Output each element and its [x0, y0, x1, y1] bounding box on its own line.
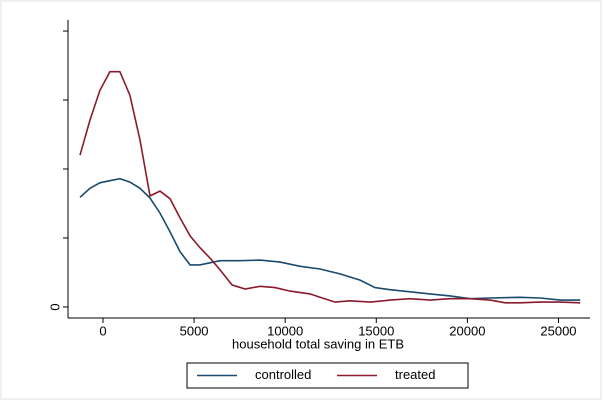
- x-tick-label: 0: [99, 323, 106, 338]
- x-tick-label: 10000: [267, 323, 303, 338]
- series-line: [79, 177, 581, 301]
- x-tick-label: 15000: [358, 323, 394, 338]
- x-axis-title: household total saving in ETB: [232, 336, 404, 351]
- y-tick-label: 0: [47, 303, 62, 310]
- x-tick-label: 20000: [449, 323, 485, 338]
- legend-label: controlled: [255, 367, 311, 382]
- legend-label: treated: [395, 367, 435, 382]
- series-line: [79, 70, 581, 304]
- x-tick-label: 25000: [540, 323, 576, 338]
- x-tick-label: 5000: [180, 323, 209, 338]
